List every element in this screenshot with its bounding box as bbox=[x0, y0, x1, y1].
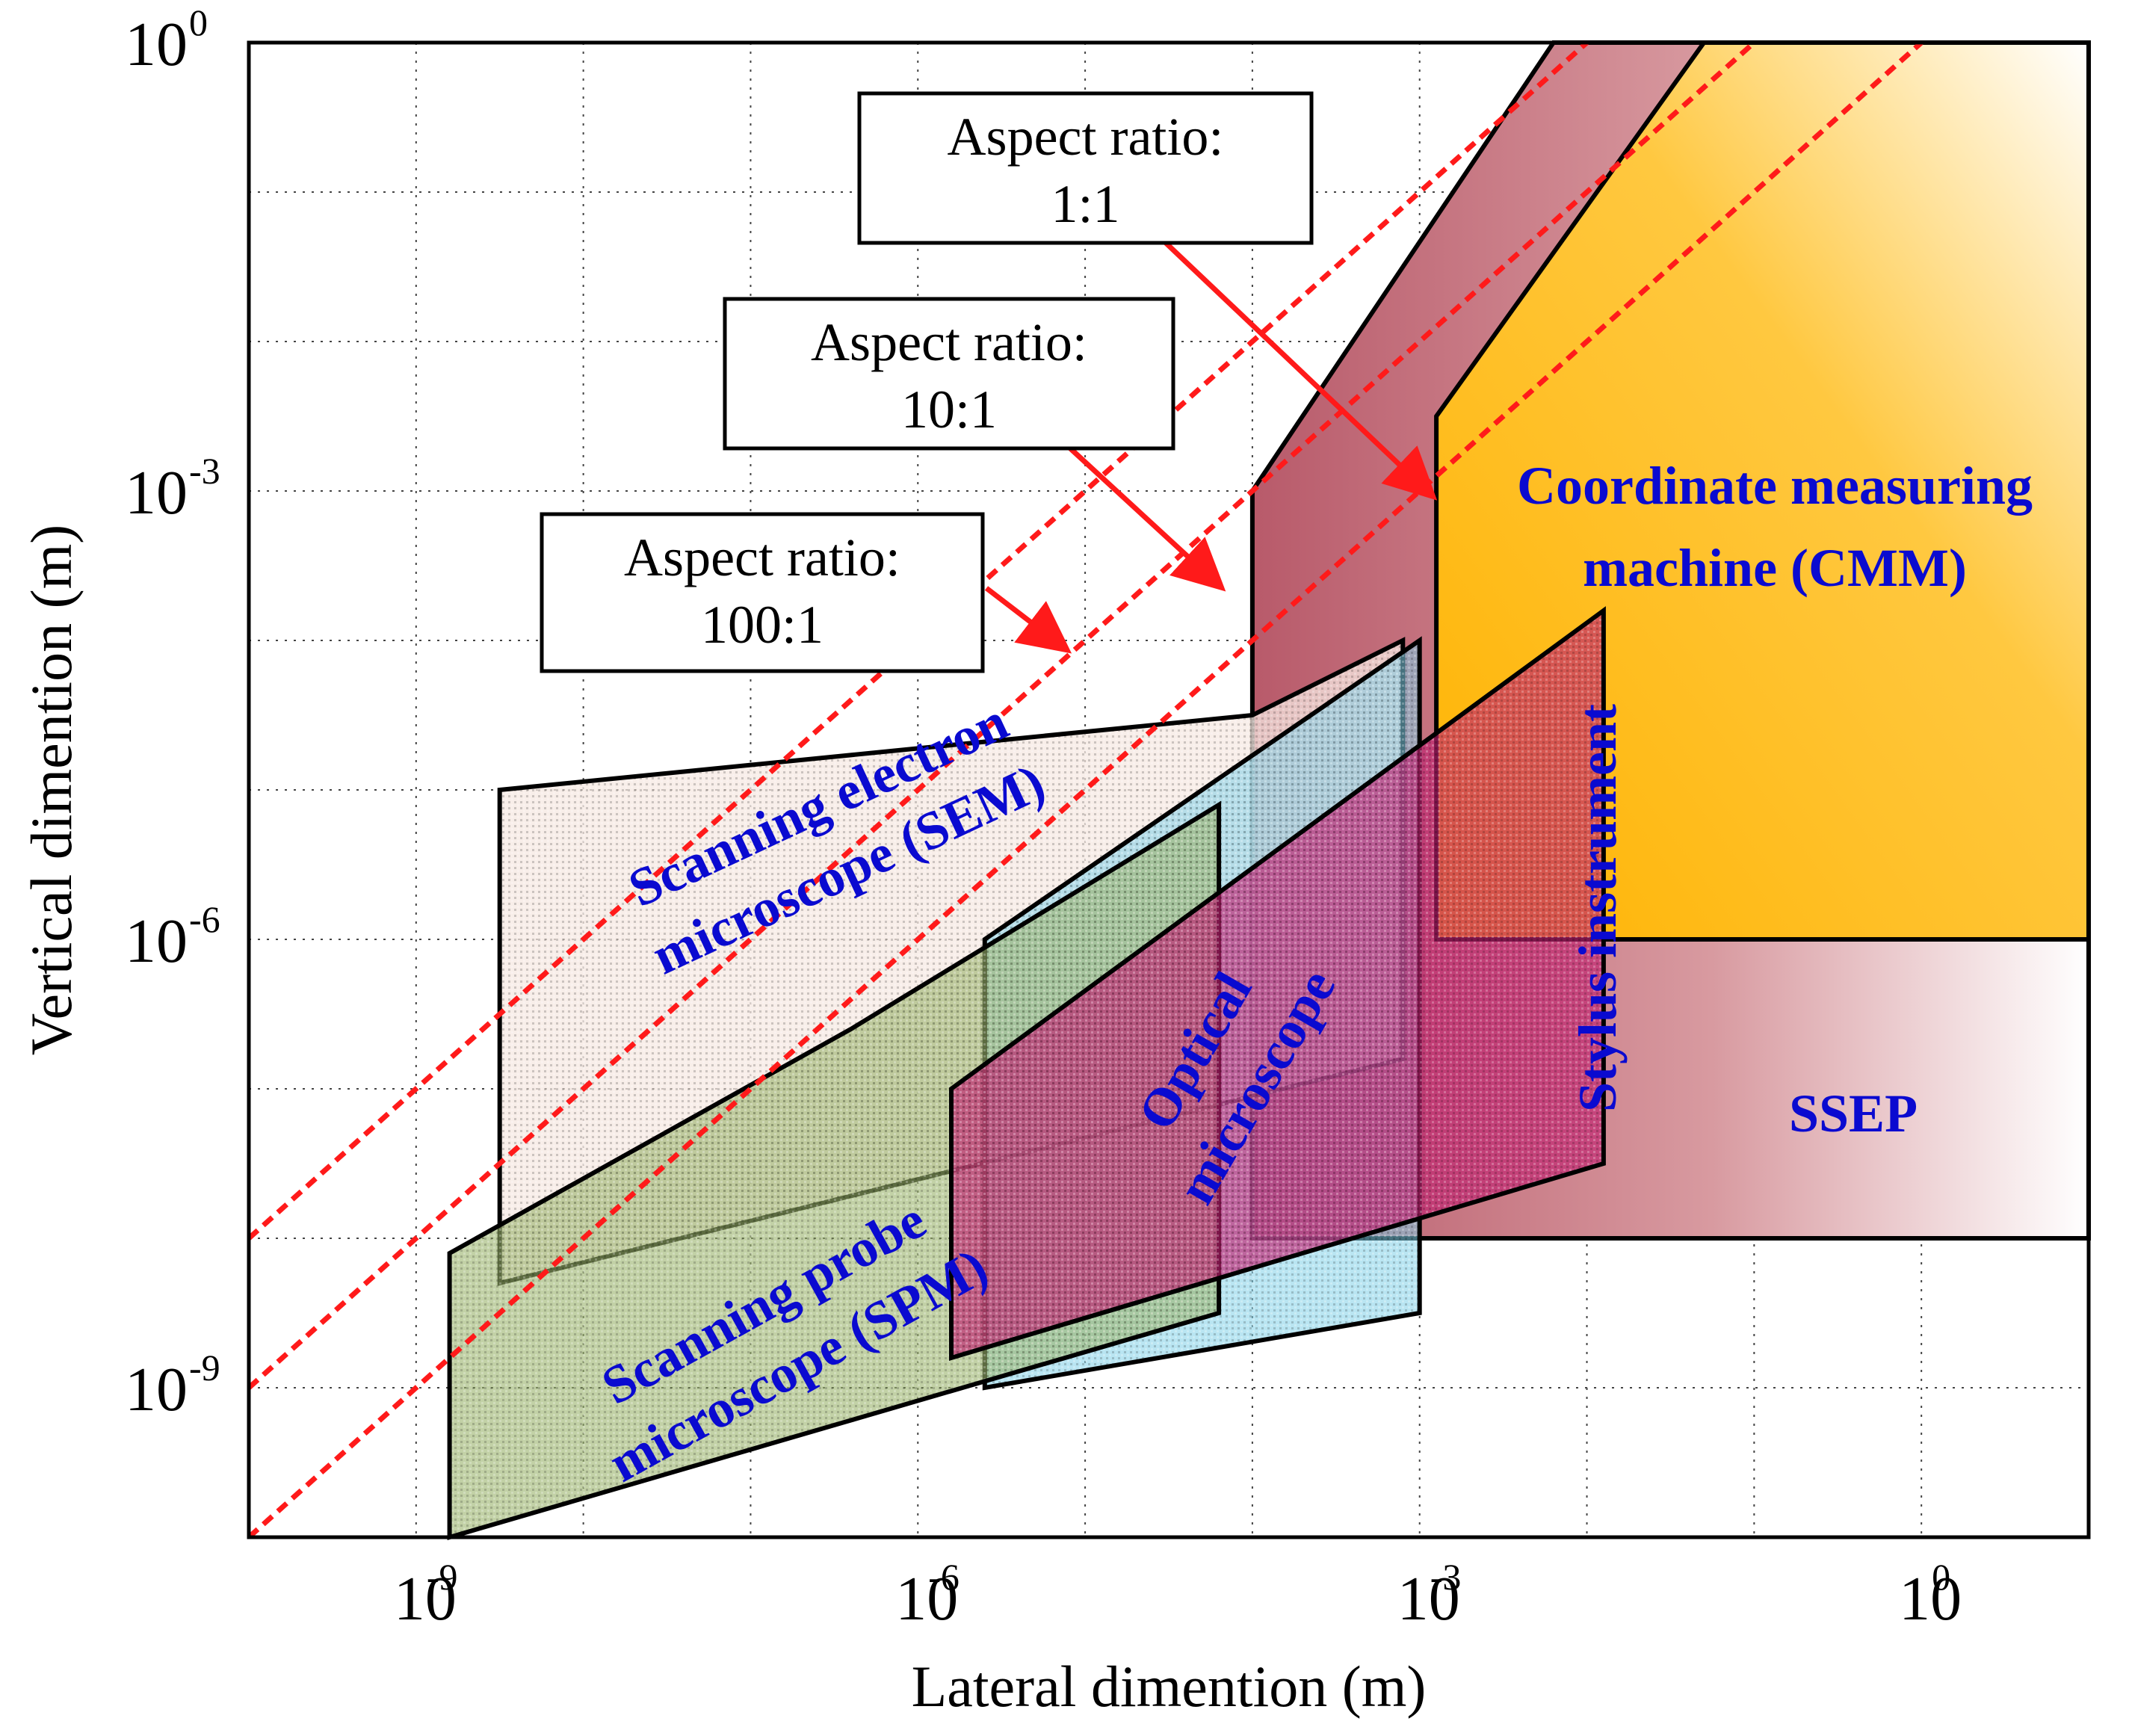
y-axis-title: Vertical dimention (m) bbox=[19, 525, 84, 1055]
callout-100-1: Aspect ratio: 100:1 bbox=[540, 512, 1072, 673]
callout-arrow bbox=[1066, 445, 1226, 592]
x-tick-label-base: 10 bbox=[895, 1564, 958, 1634]
x-axis-title: Lateral dimention (m) bbox=[912, 1654, 1427, 1719]
x-tick-label: 10-3 bbox=[1397, 1556, 1462, 1634]
regions bbox=[447, 40, 2091, 1540]
callout-ratio: 1:1 bbox=[1051, 174, 1119, 234]
callout-title: Aspect ratio: bbox=[811, 312, 1087, 372]
y-tick-label-base: 10 bbox=[125, 1355, 188, 1424]
x-tick-label-exp: -9 bbox=[427, 1556, 458, 1598]
region-stylus-texture bbox=[951, 611, 1604, 1358]
x-tick-label-exp: 0 bbox=[1932, 1556, 1950, 1598]
callout-arrow bbox=[984, 586, 1072, 654]
callout-arrow bbox=[1164, 241, 1438, 501]
y-tick-label: 10 -9 bbox=[125, 1347, 220, 1424]
y-tick-label-exp: -3 bbox=[189, 450, 220, 492]
callout-title: Aspect ratio: bbox=[624, 528, 900, 587]
y-tick-label-exp: -6 bbox=[189, 898, 220, 940]
y-tick-label-base: 10 bbox=[125, 10, 188, 79]
callout-title: Aspect ratio: bbox=[948, 107, 1224, 167]
region-cmm-label-line: Coordinate measuring bbox=[1517, 456, 2033, 516]
x-tick-label: 10-6 bbox=[895, 1556, 960, 1634]
region-cmm-label: Coordinate measuring machine (CMM) bbox=[1517, 456, 2033, 598]
aspect-line-1-1 bbox=[247, 40, 1923, 1539]
y-tick-label-exp: 0 bbox=[189, 1, 208, 43]
callout-10-1: Aspect ratio: 10:1 bbox=[723, 297, 1226, 592]
y-tick-label-base: 10 bbox=[125, 906, 188, 976]
aspect-line-10-1 bbox=[247, 40, 1756, 1390]
y-tick-label: 10 -6 bbox=[125, 898, 220, 976]
region-spm-outline bbox=[447, 800, 1222, 1540]
plot-area bbox=[247, 40, 2091, 1540]
x-tick-label-base: 10 bbox=[1397, 1564, 1460, 1634]
region-spm-texture bbox=[449, 805, 1220, 1537]
x-tick-label: 10-9 bbox=[394, 1556, 458, 1634]
callout-ratio: 10:1 bbox=[901, 380, 997, 439]
callout-ratio: 100:1 bbox=[701, 595, 824, 655]
y-tick-label: 10 -3 bbox=[125, 450, 220, 528]
region-ssep-label-line: SSEP bbox=[1789, 1084, 1918, 1143]
callout-box bbox=[857, 91, 1314, 245]
y-tick-label-base: 10 bbox=[125, 458, 188, 528]
plot-frame bbox=[247, 40, 2091, 1539]
region-ssep-label: SSEP bbox=[1789, 1084, 1918, 1143]
callout-box bbox=[540, 512, 985, 673]
callout-1-1: Aspect ratio: 1:1 bbox=[857, 91, 1438, 501]
region-stylus-label-line: Stylus instrument bbox=[1568, 704, 1628, 1112]
x-tick-label-exp: -6 bbox=[928, 1556, 960, 1598]
callout-box bbox=[723, 297, 1175, 451]
region-stylus bbox=[949, 606, 1606, 1362]
region-cmm-label-line: machine (CMM) bbox=[1583, 538, 1967, 598]
region-stylus-outline bbox=[949, 606, 1606, 1362]
y-tick-label: 10 0 bbox=[125, 1, 208, 79]
x-tick-label-base: 10 bbox=[394, 1564, 457, 1634]
x-tick-label-exp: -3 bbox=[1430, 1556, 1462, 1598]
region-spm bbox=[447, 800, 1222, 1540]
y-tick-label-exp: -9 bbox=[189, 1347, 220, 1389]
x-tick-label: 100 bbox=[1899, 1556, 1962, 1634]
x-tick-label-base: 10 bbox=[1899, 1564, 1962, 1634]
region-stylus-label: Stylus instrument bbox=[1568, 704, 1628, 1112]
